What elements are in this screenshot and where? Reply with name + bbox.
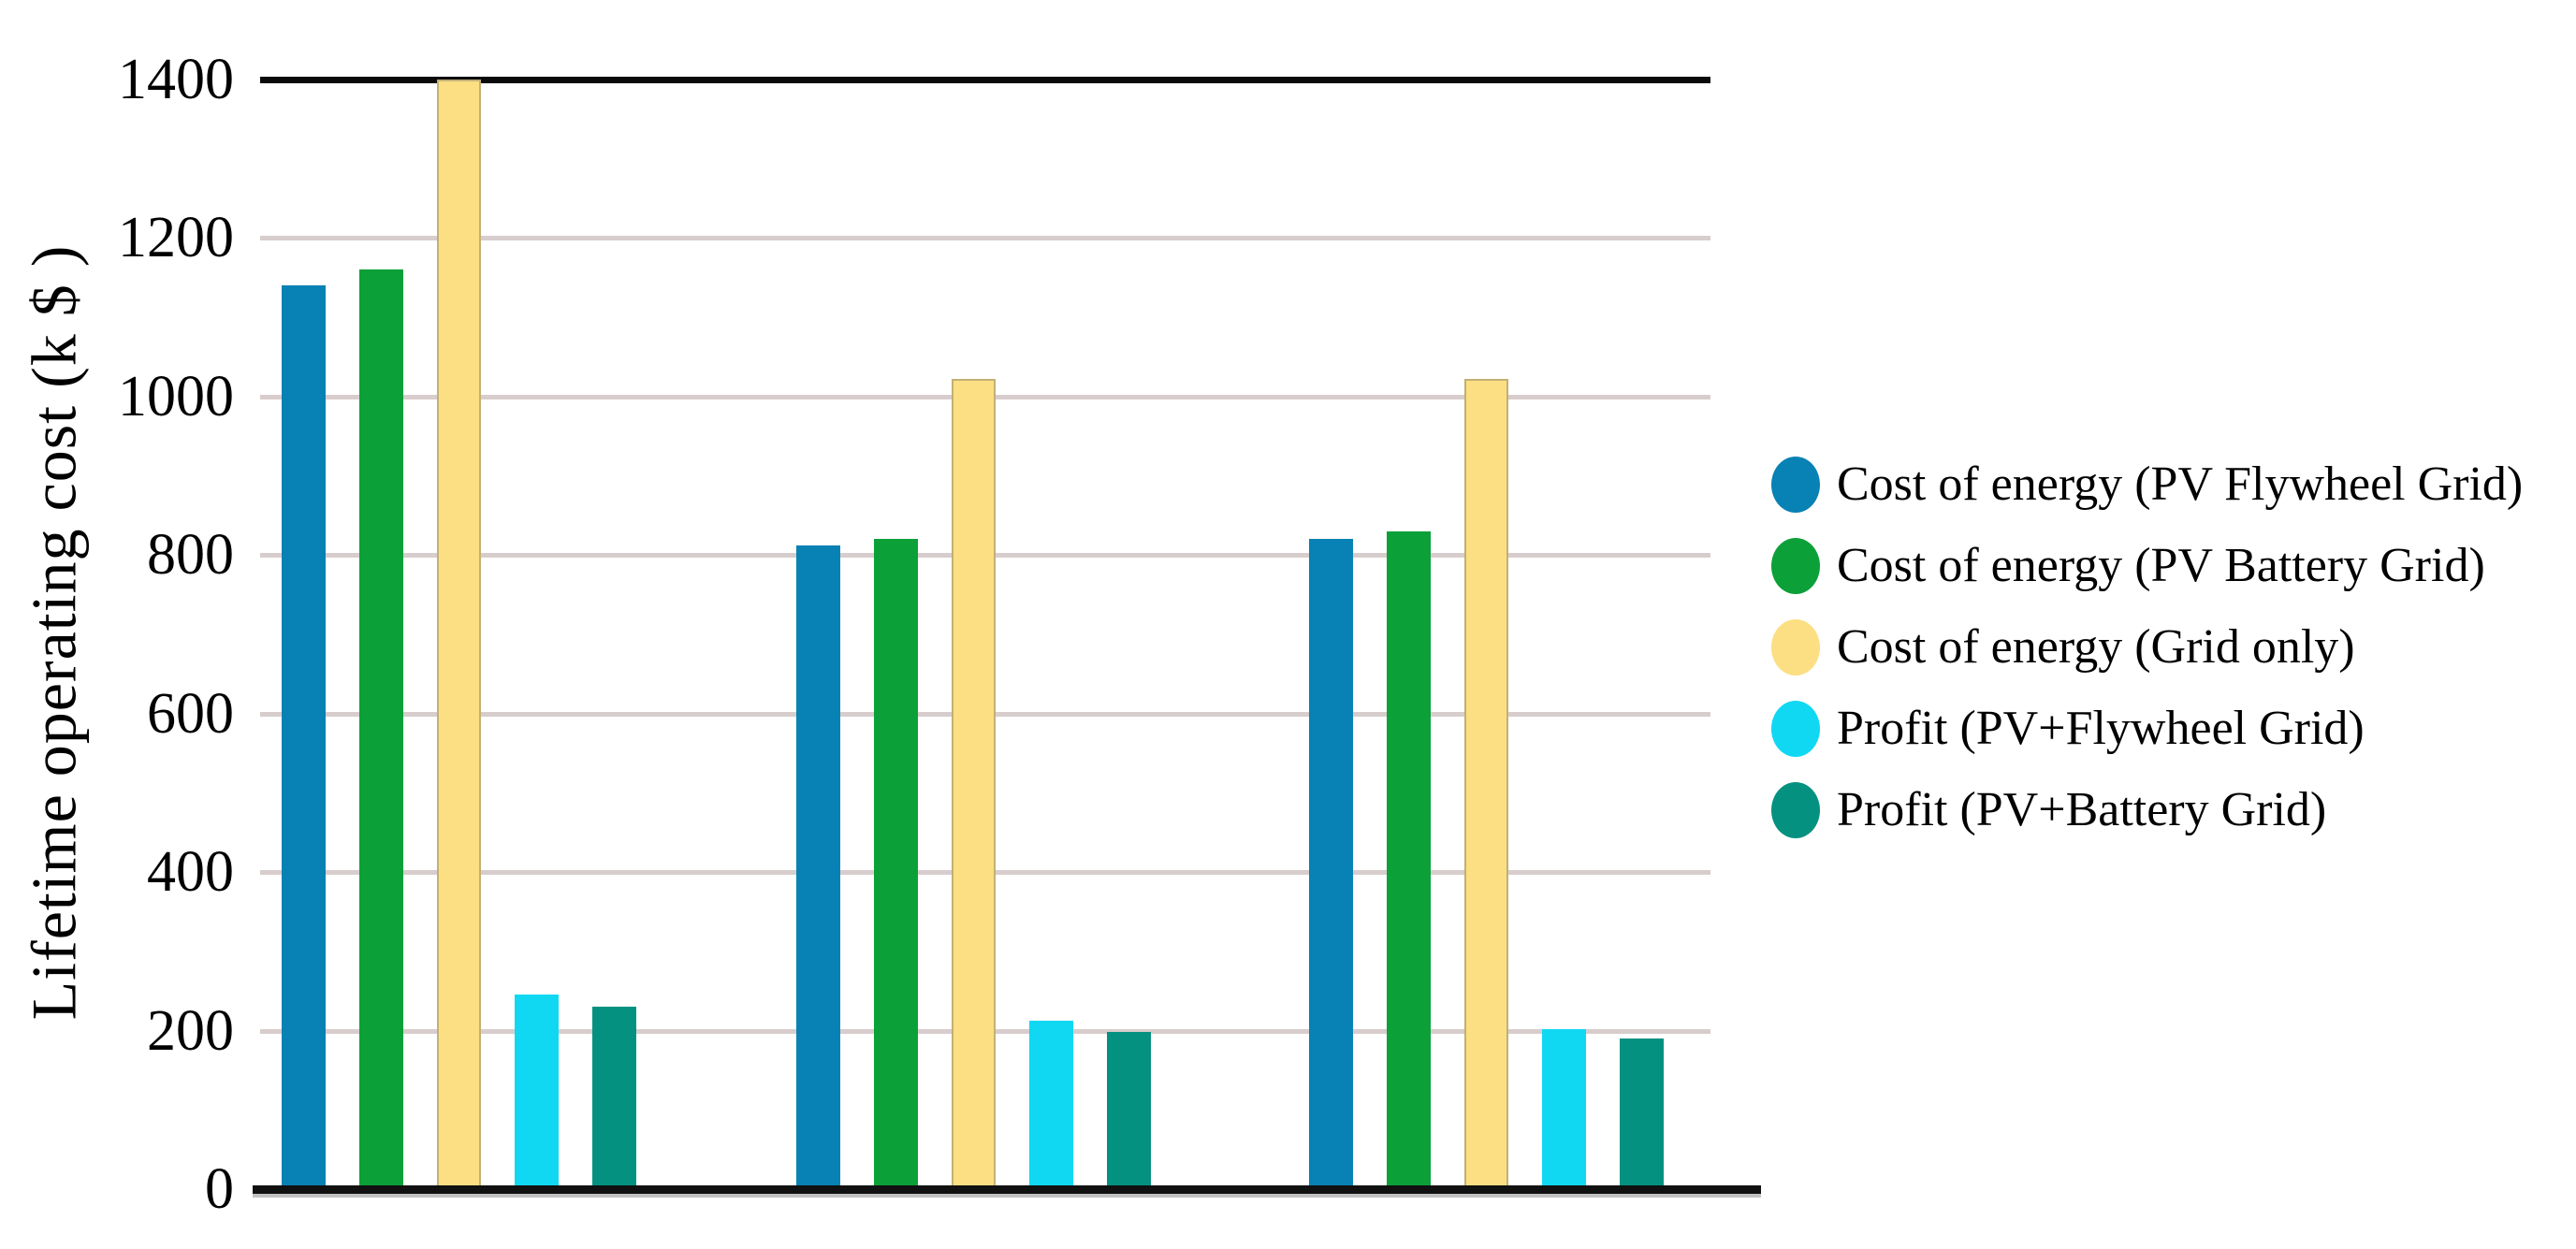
bar-group1-series2 — [358, 269, 403, 1189]
bar-group2-series3 — [951, 379, 996, 1189]
legend-item-2: Cost of energy (PV Battery Grid) — [1771, 525, 2523, 606]
legend-circle-icon — [1771, 618, 1820, 675]
bar-group1-series1 — [281, 285, 326, 1189]
legend-label: Profit (PV+Flywheel Grid) — [1837, 701, 2365, 755]
legend-item-1: Cost of energy (PV Flywheel Grid) — [1771, 443, 2523, 525]
y-tick-1400: 1400 — [118, 48, 234, 111]
bar-group2-series4 — [1028, 1021, 1073, 1189]
bar-group1-series4 — [514, 995, 559, 1189]
bar-group2-series5 — [1106, 1032, 1151, 1189]
bar-group3-series3 — [1463, 379, 1508, 1189]
x-axis-line — [253, 1185, 1761, 1194]
legend-circle-icon — [1771, 537, 1820, 594]
y-tick-1000: 1000 — [118, 364, 234, 428]
legend-circle-icon — [1771, 456, 1820, 513]
y-tick-800: 800 — [147, 523, 234, 588]
legend-label: Cost of energy (PV Flywheel Grid) — [1837, 457, 2524, 511]
bar-group1-series5 — [591, 1007, 636, 1189]
top-border-line — [260, 77, 1710, 83]
y-tick-600: 600 — [147, 681, 234, 746]
bar-group3-series4 — [1541, 1028, 1586, 1189]
legend-label: Profit (PV+Battery Grid) — [1837, 782, 2327, 836]
bar-group2-series2 — [873, 539, 918, 1189]
y-tick-1200: 1200 — [118, 206, 234, 270]
legend-item-3: Cost of energy (Grid only) — [1771, 606, 2523, 688]
bar-group1-series3 — [436, 80, 481, 1189]
legend-item-5: Profit (PV+Battery Grid) — [1771, 769, 2523, 850]
y-tick-200: 200 — [147, 998, 234, 1063]
legend-label: Cost of energy (Grid only) — [1837, 619, 2355, 674]
y-axis-title: Lifetime operating cost (k $ ) — [18, 244, 90, 1021]
plot-area — [253, 77, 1761, 1194]
legend-circle-icon — [1771, 700, 1820, 757]
legend: Cost of energy (PV Flywheel Grid) Cost of… — [1771, 443, 2523, 850]
legend-circle-icon — [1771, 781, 1820, 838]
bar-group3-series2 — [1386, 530, 1431, 1189]
gridline-1200 — [260, 236, 1710, 241]
y-tick-400: 400 — [147, 840, 234, 905]
bar-group2-series1 — [795, 545, 840, 1189]
legend-item-4: Profit (PV+Flywheel Grid) — [1771, 688, 2523, 769]
legend-label: Cost of energy (PV Battery Grid) — [1837, 538, 2485, 592]
bar-group3-series5 — [1619, 1038, 1664, 1189]
bar-group3-series1 — [1308, 539, 1353, 1189]
y-tick-0: 0 — [205, 1157, 234, 1221]
